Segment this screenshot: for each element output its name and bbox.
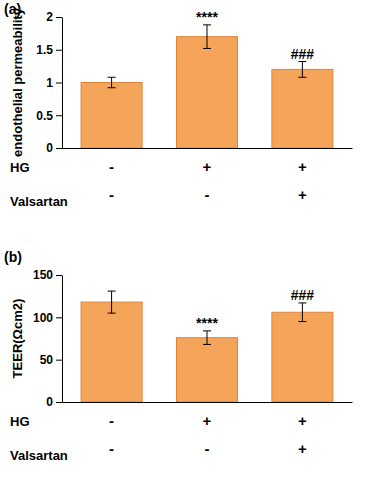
y-tick-label: 100 xyxy=(33,311,53,325)
error-cap xyxy=(108,87,116,88)
error-bar xyxy=(298,303,306,322)
y-tick-label: 50 xyxy=(40,353,54,367)
y-tick-label: 2 xyxy=(46,10,53,24)
error-cap xyxy=(298,321,306,322)
y-axis: 0 50 100 150 xyxy=(33,268,63,409)
treatment-sign: - xyxy=(205,186,210,203)
error-cap xyxy=(298,77,306,78)
y-tick-label: 1.5 xyxy=(36,43,53,57)
error-stem xyxy=(111,77,112,87)
bar xyxy=(176,37,237,148)
error-bar xyxy=(203,331,211,345)
y-tick-label: 0.5 xyxy=(36,109,53,123)
treatment-sign: + xyxy=(298,158,307,175)
plot-area xyxy=(81,25,333,148)
y-tick-mark xyxy=(56,50,62,51)
bar xyxy=(272,69,333,148)
error-bar xyxy=(108,291,116,313)
bar xyxy=(176,338,237,402)
error-bar xyxy=(108,77,116,87)
panel: (a)00.511.52endothelial permeability****… xyxy=(4,1,353,209)
error-stem xyxy=(302,62,303,78)
y-tick: 0 xyxy=(46,395,62,409)
treatment-sign: - xyxy=(109,412,114,429)
significance: **** xyxy=(196,9,218,25)
treatment-sign: - xyxy=(205,440,210,457)
y-tick-mark xyxy=(56,83,62,84)
y-tick: 50 xyxy=(40,353,62,367)
y-tick-mark xyxy=(56,402,62,403)
y-tick: 0.5 xyxy=(36,109,62,123)
treatment-label: HG xyxy=(10,160,30,175)
y-tick-label: 0 xyxy=(46,395,53,409)
bar xyxy=(81,83,142,149)
bar xyxy=(272,312,333,402)
y-tick: 1.5 xyxy=(36,43,62,57)
treatment-sign: - xyxy=(109,158,114,175)
significance: ### xyxy=(291,287,315,303)
figure: (a)00.511.52endothelial permeability****… xyxy=(0,0,367,500)
error-cap xyxy=(108,291,116,292)
error-cap xyxy=(203,48,211,49)
y-tick-mark xyxy=(56,275,62,276)
error-cap xyxy=(108,77,116,78)
y-tick-mark xyxy=(56,148,62,149)
x-axis-line xyxy=(63,148,353,149)
treatment-sign: + xyxy=(203,412,212,429)
y-axis-line xyxy=(62,276,63,403)
y-tick: 150 xyxy=(33,268,62,282)
y-tick-mark xyxy=(56,17,62,18)
significance: **** xyxy=(196,315,218,331)
y-axis-title: endothelial permeability xyxy=(10,7,25,157)
error-cap xyxy=(203,344,211,345)
treatment-sign: - xyxy=(109,186,114,203)
y-tick: 1 xyxy=(46,76,62,90)
error-bar xyxy=(298,62,306,78)
significance: ### xyxy=(291,46,315,62)
y-axis: 0 0.5 1 1.5 2 xyxy=(36,10,62,155)
treatment-sign: - xyxy=(109,440,114,457)
error-stem xyxy=(111,291,112,313)
treatment-sign: + xyxy=(203,158,212,175)
panel: (b) 0 50 100 150 TEER(Ωcm2) **** ### HG - + + Valsar… xyxy=(4,249,353,463)
y-tick-mark xyxy=(56,360,62,361)
treatment-label: Valsartan xyxy=(10,448,68,463)
treatment-sign: + xyxy=(298,186,307,203)
treatment-label: HG xyxy=(10,414,30,429)
treatment-label: Valsartan xyxy=(10,194,68,209)
error-stem xyxy=(207,331,208,345)
treatment-sign: + xyxy=(298,412,307,429)
panel-label: (b) xyxy=(4,249,22,265)
y-tick-label: 0 xyxy=(46,141,53,155)
y-tick: 100 xyxy=(33,311,62,325)
error-cap xyxy=(108,313,116,314)
y-tick: 0 xyxy=(46,141,62,155)
bar xyxy=(81,302,142,402)
x-axis-line xyxy=(63,402,353,403)
y-tick: 2 xyxy=(46,10,62,24)
y-tick-mark xyxy=(56,317,62,318)
treatment-sign: + xyxy=(298,440,307,457)
y-tick-label: 1 xyxy=(46,76,53,90)
plot-area xyxy=(81,291,333,402)
error-bar xyxy=(203,25,211,49)
y-axis-title: TEER(Ωcm2) xyxy=(10,299,25,379)
error-stem xyxy=(302,303,303,322)
y-tick-mark xyxy=(56,115,62,116)
error-stem xyxy=(207,25,208,49)
y-tick-label: 150 xyxy=(33,268,53,282)
y-axis-line xyxy=(62,18,63,149)
